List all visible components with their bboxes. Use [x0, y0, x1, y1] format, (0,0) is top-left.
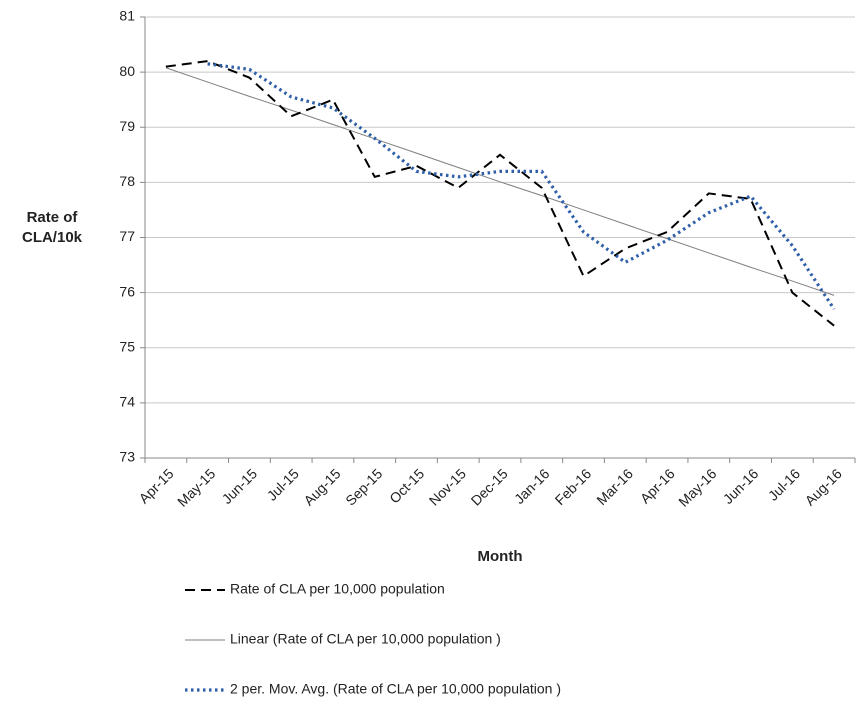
legend-label: Linear (Rate of CLA per 10,000 populatio…: [230, 631, 501, 647]
x-tick-label: Dec-15: [468, 465, 511, 508]
y-tick-label: 77: [119, 228, 135, 244]
x-tick-label: May-15: [174, 465, 218, 509]
legend-label: Rate of CLA per 10,000 population: [230, 581, 445, 597]
y-tick-label: 74: [119, 394, 135, 410]
x-tick-label: Feb-16: [552, 465, 595, 508]
x-tick-label: May-16: [675, 465, 719, 509]
series-line: [165, 67, 835, 296]
x-axis-label: Month: [478, 548, 523, 565]
x-tick-label: Sep-15: [342, 465, 385, 508]
series-line: [165, 60, 835, 327]
x-tick-label: Jul-16: [765, 465, 803, 503]
x-tick-label: Apr-16: [637, 465, 678, 506]
x-tick-label: Jul-15: [264, 465, 302, 503]
y-tick-label: 73: [119, 449, 135, 465]
y-axis-label: CLA/10k: [22, 229, 83, 246]
legend-label: 2 per. Mov. Avg. (Rate of CLA per 10,000…: [230, 681, 561, 697]
x-tick-label: Oct-15: [386, 465, 427, 506]
x-tick-label: Mar-16: [593, 465, 636, 508]
y-tick-label: 78: [119, 173, 135, 189]
series-line: [207, 62, 836, 311]
y-tick-label: 75: [119, 338, 135, 354]
x-tick-label: Jan-16: [511, 465, 553, 507]
y-tick-label: 76: [119, 283, 135, 299]
x-tick-label: Jun-16: [720, 465, 762, 507]
x-tick-label: Aug-15: [300, 465, 343, 508]
y-tick-label: 81: [119, 8, 135, 24]
x-tick-label: Jun-15: [219, 465, 261, 507]
y-tick-label: 80: [119, 63, 135, 79]
y-tick-label: 79: [119, 118, 135, 134]
x-tick-label: Aug-16: [802, 465, 845, 508]
x-tick-label: Nov-15: [426, 465, 469, 508]
y-axis-label: Rate of: [27, 209, 79, 226]
x-tick-label: Apr-15: [136, 465, 177, 506]
